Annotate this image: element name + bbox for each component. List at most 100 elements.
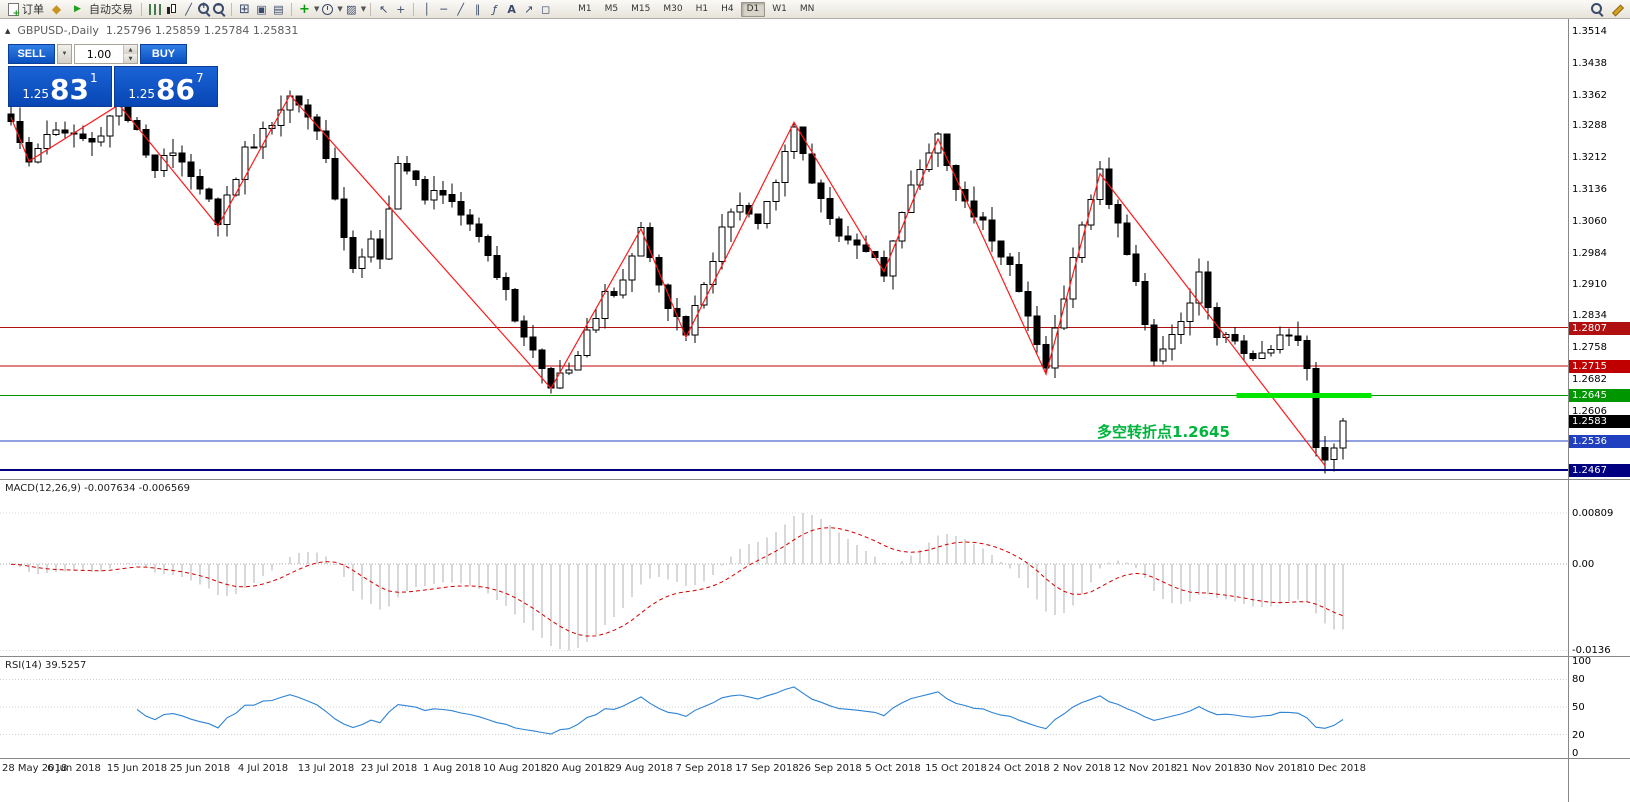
autotrading-label: 自动交易 [89,3,133,16]
cursor-icon[interactable]: ↖ [379,2,389,16]
toolbar-separator [231,2,232,16]
lot-size-box: ▲ ▼ [74,44,138,64]
time-label: 26 Sep 2018 [798,763,862,774]
price-level-label: 1.2467 [1569,464,1630,477]
timeframe-group: M1 M5 M15 M30 H1 H4 D1 W1 MN [572,1,820,17]
periods-icon[interactable] [319,2,336,17]
chart-collapse-icon[interactable]: ▲ [5,26,11,35]
price-tick: 1.2682 [1572,374,1607,385]
profiles-icon[interactable]: ◆ [51,2,62,16]
candlestick-svg [0,90,1568,474]
autotrading-button[interactable]: ▶ 自动交易 [65,1,137,18]
timeframe-button-h1[interactable]: H1 [695,4,709,14]
timeframe-button-m15[interactable]: M15 [631,4,651,14]
macd-axis-label: 0.00 [1572,559,1595,570]
current-price-label: 1.2583 [1569,415,1630,428]
macd-panel[interactable]: MACD(12,26,9) -0.007634 -0.006569 [0,479,1568,656]
text-icon[interactable]: A [507,2,516,16]
toolbar-separator [413,2,415,16]
price-tick: 1.3288 [1572,120,1607,131]
zoom-out-icon[interactable]: − [212,1,227,17]
time-label: 28 May 2018 [2,763,68,774]
time-label: 10 Dec 2018 [1302,763,1366,774]
toolbar-separator [141,2,142,16]
time-label: 12 Nov 2018 [1112,763,1178,774]
axis-corner [1568,758,1630,802]
tile-windows-icon[interactable]: ⊞ [239,1,250,17]
macd-axis: 0.00809 0.00 -0.0136 [1568,479,1630,656]
timeframe-button-w1[interactable]: W1 [772,4,787,14]
macd-label: MACD(12,26,9) -0.007634 -0.006569 [5,483,190,494]
sell-price-pane[interactable]: 1.25 83 1 [8,66,112,107]
buy-price-main: 1.25 [128,87,156,101]
chart-canvas[interactable]: ▲ GBPUSD-,Daily 1.25796 1.25859 1.25784 … [0,19,1568,479]
arrows-icon[interactable]: ↗ [524,2,534,16]
price-level-label: 1.2645 [1569,389,1630,402]
equidistant-channel-icon[interactable]: ∥ [474,2,481,16]
indicators-dropdown-icon[interactable]: ▼ [314,5,320,13]
timeframe-button-m5[interactable]: M5 [604,4,619,14]
time-label: 5 Oct 2018 [865,763,921,774]
time-label: 13 Jul 2018 [297,763,355,774]
edit-icon[interactable] [1609,2,1626,17]
buy-price-sup: 7 [196,71,204,85]
price-tick: 1.3136 [1572,184,1607,195]
buy-price-pane[interactable]: 1.25 86 7 [114,66,218,107]
timeframe-button-h4[interactable]: H4 [721,4,734,14]
price-level-label: 1.2715 [1569,360,1630,373]
time-label: 25 Jun 2018 [169,763,231,774]
toolbar-separator [291,2,292,16]
window-arrange-icon[interactable]: ▣ [256,2,267,16]
timeframe-button-mn[interactable]: MN [799,4,815,14]
price-tick: 1.3212 [1572,152,1607,163]
price-tick: 1.2984 [1572,248,1607,259]
time-label: 15 Jun 2018 [106,763,168,774]
lot-decrease-button[interactable]: ▼ [124,54,137,63]
rsi-axis-label: 50 [1572,702,1585,713]
rsi-axis-label: 100 [1572,656,1592,667]
buy-price-big: 86 [156,73,196,106]
rsi-panel[interactable]: RSI(14) 39.5257 [0,656,1568,758]
sell-button[interactable]: SELL [8,44,55,64]
lot-increase-button[interactable]: ▲ [124,45,137,54]
timeframe-button-m30[interactable]: M30 [663,4,683,14]
time-label: 7 Sep 2018 [675,763,733,774]
search-icon[interactable] [1590,2,1605,17]
horizontal-line-icon[interactable]: ─ [440,2,447,16]
crosshair-icon[interactable]: + [396,2,406,16]
lot-size-input[interactable] [75,45,123,63]
price-axis: 1.3514 1.3438 1.3362 1.3288 1.3212 1.3136 1.30… [1568,19,1630,479]
periods-dropdown-icon[interactable]: ▼ [337,5,343,13]
price-tick: 1.2758 [1572,342,1607,353]
shapes-icon[interactable]: ◻ [541,2,551,16]
new-order-button[interactable]: 订单 [4,1,48,19]
time-label: 1 Aug 2018 [423,763,481,774]
bar-chart-icon[interactable] [146,2,163,17]
macd-svg [0,512,1568,651]
order-options-dropdown[interactable]: ▼ [57,44,72,64]
sell-price-big: 83 [50,73,90,106]
templates-icon[interactable]: ▨ [346,2,357,16]
lot-stepper: ▲ ▼ [123,45,137,63]
buy-button[interactable]: BUY [140,44,187,64]
time-axis[interactable]: 28 May 2018 6 Jun 2018 15 Jun 2018 25 Jun 2… [0,758,1568,802]
price-tick: 1.3438 [1572,58,1607,69]
window-cascade-icon[interactable]: ▤ [273,2,284,16]
indicators-icon[interactable]: + [299,1,310,17]
templates-dropdown-icon[interactable]: ▼ [360,5,367,13]
candlestick-chart-icon[interactable] [163,2,180,17]
fibonacci-icon[interactable]: ƒ [492,2,497,16]
price-tick: 1.3060 [1572,216,1607,227]
line-chart-icon[interactable]: ╱ [185,2,192,16]
rsi-axis-label: 0 [1572,748,1579,759]
timeframe-button-d1[interactable]: D1 [740,1,766,17]
time-label: 4 Jul 2018 [237,763,289,774]
toolbar-separator [370,2,372,16]
trendline-icon[interactable]: ╱ [457,2,464,16]
vertical-line-icon[interactable]: │ [423,2,430,16]
timeframe-button-m1[interactable]: M1 [578,4,592,14]
zoom-in-icon[interactable]: + [197,1,212,17]
chart-annotation: 多空转折点1.2645 [1097,422,1230,441]
price-tick: 1.2910 [1572,279,1607,290]
